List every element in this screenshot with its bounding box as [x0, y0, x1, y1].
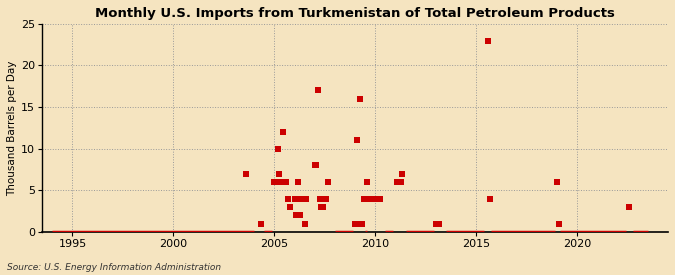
- Point: [358, 196, 369, 201]
- Point: [361, 180, 372, 184]
- Point: [624, 205, 634, 209]
- Point: [292, 180, 303, 184]
- Point: [395, 180, 406, 184]
- Point: [284, 205, 295, 209]
- Point: [356, 221, 367, 226]
- Point: [291, 213, 302, 218]
- Y-axis label: Thousand Barrels per Day: Thousand Barrels per Day: [7, 60, 17, 196]
- Point: [370, 196, 381, 201]
- Point: [289, 196, 300, 201]
- Title: Monthly U.S. Imports from Turkmenistan of Total Petroleum Products: Monthly U.S. Imports from Turkmenistan o…: [95, 7, 615, 20]
- Point: [313, 88, 323, 93]
- Point: [315, 196, 325, 201]
- Point: [282, 196, 293, 201]
- Point: [279, 180, 290, 184]
- Point: [485, 196, 495, 201]
- Point: [296, 196, 306, 201]
- Point: [298, 196, 308, 201]
- Point: [299, 221, 310, 226]
- Point: [271, 180, 281, 184]
- Point: [353, 221, 364, 226]
- Point: [311, 163, 322, 167]
- Point: [551, 180, 562, 184]
- Point: [309, 163, 320, 167]
- Point: [483, 38, 493, 43]
- Point: [240, 171, 251, 176]
- Text: Source: U.S. Energy Information Administration: Source: U.S. Energy Information Administ…: [7, 263, 221, 272]
- Point: [323, 180, 333, 184]
- Point: [301, 196, 312, 201]
- Point: [321, 196, 332, 201]
- Point: [392, 180, 402, 184]
- Point: [255, 221, 266, 226]
- Point: [281, 180, 292, 184]
- Point: [554, 221, 564, 226]
- Point: [365, 196, 376, 201]
- Point: [273, 147, 284, 151]
- Point: [431, 221, 441, 226]
- Point: [318, 205, 329, 209]
- Point: [294, 213, 305, 218]
- Point: [316, 205, 327, 209]
- Point: [375, 196, 385, 201]
- Point: [355, 97, 366, 101]
- Point: [350, 221, 360, 226]
- Point: [434, 221, 445, 226]
- Point: [269, 180, 279, 184]
- Point: [275, 180, 286, 184]
- Point: [397, 171, 408, 176]
- Point: [277, 130, 288, 134]
- Point: [351, 138, 362, 142]
- Point: [274, 171, 285, 176]
- Point: [319, 196, 330, 201]
